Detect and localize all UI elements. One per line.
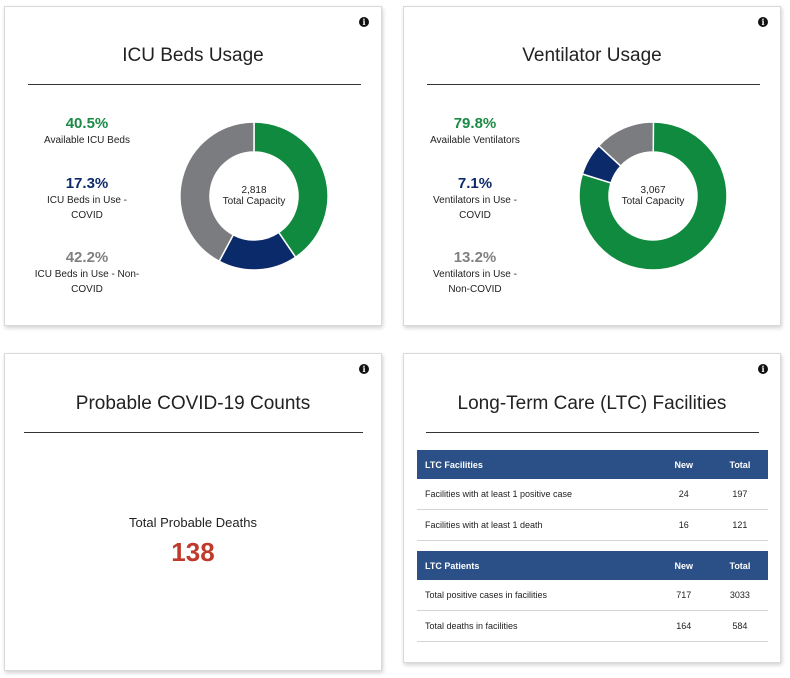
stat-label: Ventilators in Use - COVID xyxy=(433,195,517,221)
table-row: Facilities with at least 1 positive case… xyxy=(417,479,768,510)
stat-value: 7.1% xyxy=(457,175,493,192)
stat-covid: 17.3% ICU Beds in Use - COVID xyxy=(12,175,162,223)
stat-non-covid: 42.2% ICU Beds in Use - Non-COVID xyxy=(12,249,162,297)
total-value: 197 xyxy=(711,479,768,510)
column-header: LTC Patients xyxy=(417,551,656,580)
new-value: 24 xyxy=(655,479,712,510)
title-divider xyxy=(28,84,361,85)
info-icon[interactable]: i xyxy=(359,17,369,27)
ltc-facilities-card: i Long-Term Care (LTC) Facilities LTC Fa… xyxy=(403,353,781,663)
stat-label: Available ICU Beds xyxy=(44,135,130,146)
new-value: 164 xyxy=(655,610,712,642)
card-title: Long-Term Care (LTC) Facilities xyxy=(457,393,727,414)
icu-beds-card: i ICU Beds Usage 40.5% Available ICU Bed… xyxy=(4,6,382,326)
icu-donut-chart: 2,818 Total Capacity xyxy=(179,121,329,271)
stat-covid: 7.1% Ventilators in Use - COVID xyxy=(400,175,550,223)
total-capacity-value: 3,067 xyxy=(640,185,666,196)
new-value: 717 xyxy=(655,580,712,611)
stat-label: ICU Beds in Use - COVID xyxy=(46,195,128,221)
total-value: 121 xyxy=(711,509,768,541)
donut-segment-non-covid[interactable] xyxy=(597,121,655,168)
card-title: Probable COVID-19 Counts xyxy=(75,393,311,414)
row-label: Total positive cases in facilities xyxy=(417,580,656,611)
column-header: Total xyxy=(711,450,768,479)
title-divider xyxy=(24,432,363,433)
stat-value: 42.2% xyxy=(65,249,109,266)
stat-value: 17.3% xyxy=(65,175,109,192)
total-capacity-value: 2,818 xyxy=(241,185,267,196)
deaths-value: 138 xyxy=(171,537,215,567)
total-capacity-label: Total Capacity xyxy=(222,196,286,207)
info-icon[interactable]: i xyxy=(359,364,369,374)
probable-counts-card: i Probable COVID-19 Counts Total Probabl… xyxy=(4,353,382,671)
card-title: ICU Beds Usage xyxy=(122,45,264,66)
stat-available: 79.8% Available Ventilators xyxy=(400,115,550,148)
donut-segment-non-covid[interactable] xyxy=(179,121,255,263)
row-label: Facilities with at least 1 positive case xyxy=(417,479,656,510)
total-value: 584 xyxy=(711,610,768,642)
column-header: LTC Facilities xyxy=(417,450,656,479)
row-label: Total deaths in facilities xyxy=(417,610,656,642)
info-icon[interactable]: i xyxy=(758,364,768,374)
donut-center-label: 2,818 Total Capacity xyxy=(179,185,329,207)
table-header-row: LTC Patients New Total xyxy=(417,551,768,580)
total-value: 3033 xyxy=(711,580,768,611)
column-header: Total xyxy=(711,551,768,580)
donut-center-label: 3,067 Total Capacity xyxy=(578,185,728,207)
total-capacity-label: Total Capacity xyxy=(621,196,685,207)
deaths-label: Total Probable Deaths xyxy=(129,515,257,530)
title-divider xyxy=(426,432,759,433)
title-divider xyxy=(427,84,760,85)
donut-svg xyxy=(179,121,329,271)
ltc-facilities-table: LTC Facilities New Total Facilities with… xyxy=(417,450,768,541)
stat-value: 79.8% xyxy=(453,115,497,132)
table-row: Facilities with at least 1 death 16 121 xyxy=(417,509,768,541)
ventilator-card: i Ventilator Usage 79.8% Available Venti… xyxy=(403,6,781,326)
donut-svg xyxy=(578,121,728,271)
donut-segment-available[interactable] xyxy=(578,121,728,271)
stat-label: ICU Beds in Use - Non-COVID xyxy=(34,269,140,295)
table-row: Total positive cases in facilities 717 3… xyxy=(417,580,768,611)
stat-value: 40.5% xyxy=(65,115,109,132)
ventilator-donut-chart: 3,067 Total Capacity xyxy=(578,121,728,271)
new-value: 16 xyxy=(655,509,712,541)
stat-value: 13.2% xyxy=(453,249,497,266)
stat-available: 40.5% Available ICU Beds xyxy=(12,115,162,148)
column-header: New xyxy=(655,551,712,580)
card-title: Ventilator Usage xyxy=(522,45,662,66)
ltc-patients-table: LTC Patients New Total Total positive ca… xyxy=(417,551,768,642)
stat-label: Available Ventilators xyxy=(430,135,520,146)
donut-segment-available[interactable] xyxy=(253,121,329,259)
info-icon[interactable]: i xyxy=(758,17,768,27)
row-label: Facilities with at least 1 death xyxy=(417,509,656,541)
column-header: New xyxy=(655,450,712,479)
stat-label: Ventilators in Use - Non-COVID xyxy=(433,269,517,295)
stat-non-covid: 13.2% Ventilators in Use - Non-COVID xyxy=(400,249,550,297)
table-header-row: LTC Facilities New Total xyxy=(417,450,768,479)
table-row: Total deaths in facilities 164 584 xyxy=(417,610,768,642)
